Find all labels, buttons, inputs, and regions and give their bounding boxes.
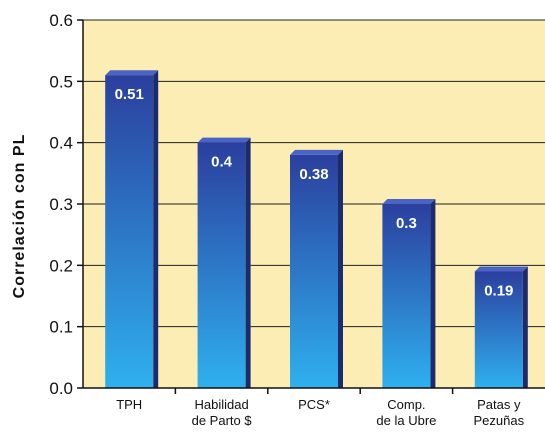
bar-top-face [197,137,251,143]
bar-top-face [382,199,436,204]
x-category-label-line: Habilidad [194,397,248,412]
bar [474,271,523,388]
y-axis-title: Correlación con PL [11,134,28,299]
bar-side [430,199,436,388]
bar [105,75,154,388]
x-category-label: Habilidad de Parto $ [192,397,253,428]
bar-1 [105,70,159,388]
y-tick-label: 0.1 [49,318,73,337]
bar-top-face [474,266,528,272]
x-category-label-line: Pezuñas [474,413,525,428]
x-category-label-line: TPH [116,397,142,412]
y-tick-label: 0.6 [49,11,73,30]
bar-5 [474,266,528,388]
x-category-label-line: PCS* [298,397,330,412]
bar-side [245,137,251,388]
x-category-label: TPH [116,397,142,412]
x-category-label-line: de la Ubre [376,413,436,428]
bar-top-face [290,149,343,155]
x-category-label-line: Comp. [387,397,425,412]
y-tick-label: 0.0 [49,379,73,398]
data-label: 0.19 [484,282,513,299]
y-tick-label: 0.4 [49,134,73,153]
x-category-label-line: de Parto $ [192,413,253,428]
bar [197,142,246,388]
y-tick-label: 0.5 [49,72,73,91]
data-label: 0.38 [299,166,328,183]
data-label: 0.51 [115,86,144,103]
bar [382,204,431,388]
bar-side [522,266,528,388]
bar-2 [197,137,251,388]
x-category-label: PCS* [298,397,330,412]
bar-top-face [105,70,159,76]
bar [290,154,338,388]
data-label: 0.4 [211,154,233,171]
y-tick-label: 0.3 [49,195,73,214]
y-tick-label: 0.2 [49,256,73,275]
x-category-label: Patas y Pezuñas [474,397,525,428]
data-label: 0.3 [396,215,417,232]
bar-side [338,149,343,388]
bar-side [153,70,159,388]
x-category-label-line: Patas y [477,397,521,412]
x-category-label: Comp. de la Ubre [376,397,436,428]
bar-4 [382,199,436,388]
bar-3 [290,149,343,388]
